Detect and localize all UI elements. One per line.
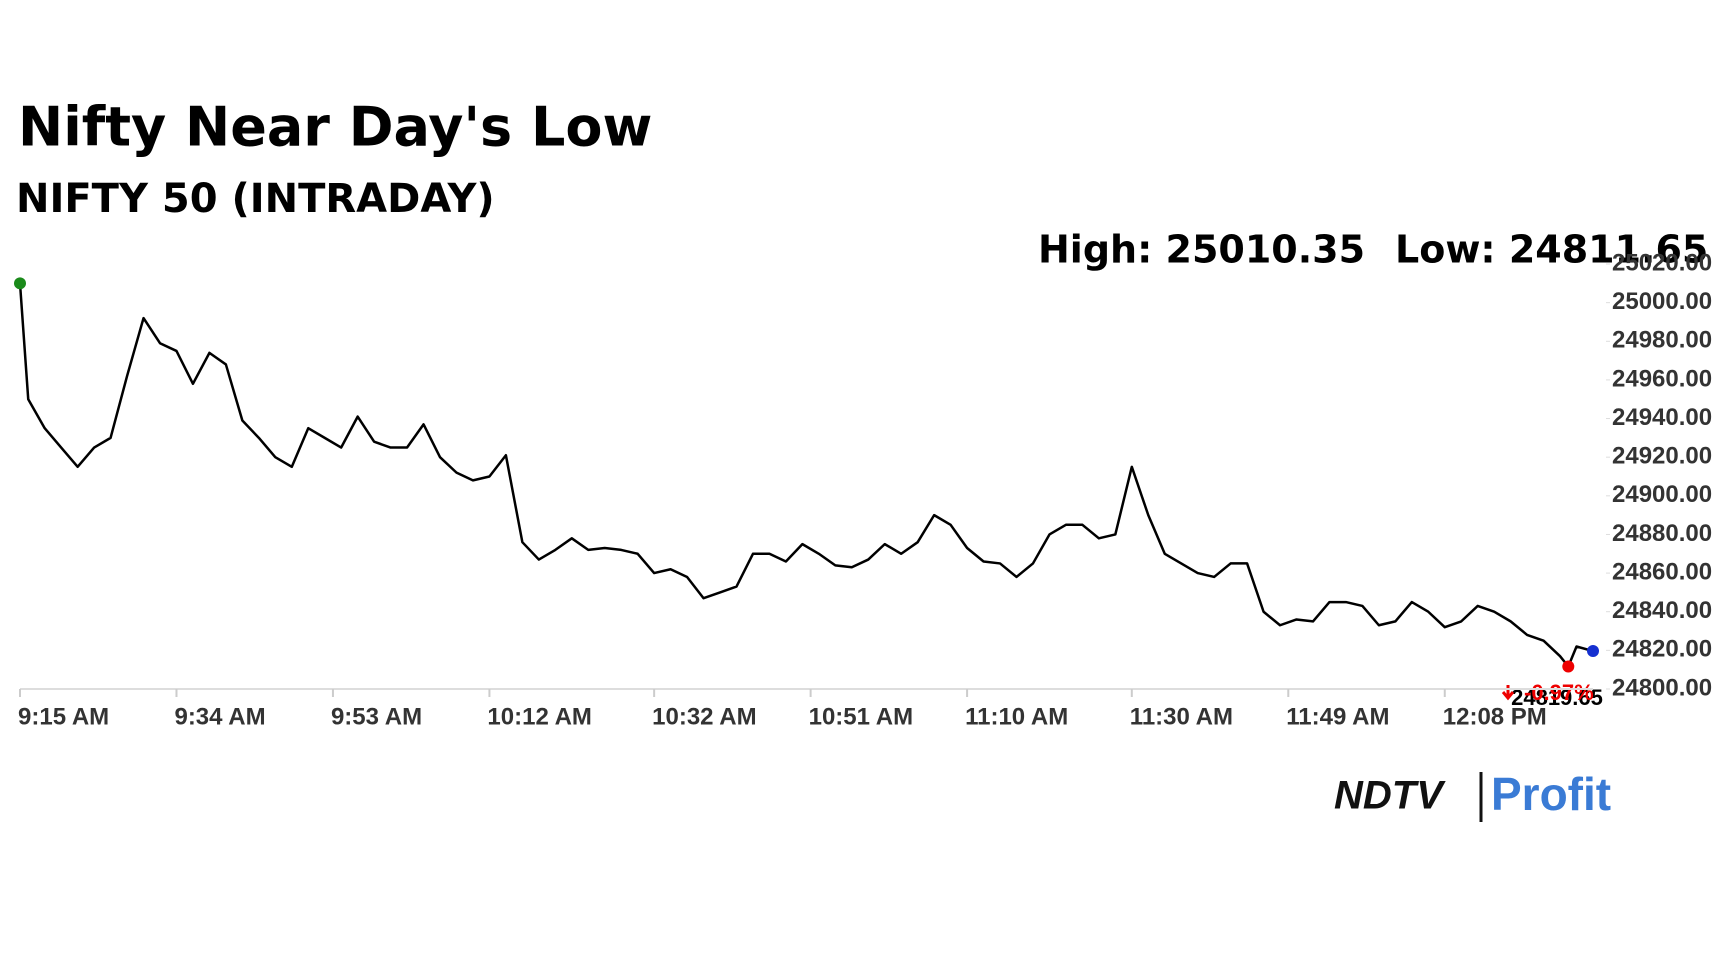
y-tick-label: 24980.00 [1612, 327, 1712, 354]
y-tick-label: 24900.00 [1612, 481, 1712, 508]
end-dot [1587, 645, 1599, 658]
down-arrow [1501, 685, 1515, 701]
low-label: Low: 24811.65 [1395, 228, 1708, 272]
x-tick-label: 9:53 AM [331, 703, 422, 730]
x-tick-label: 9:34 AM [174, 703, 265, 730]
chart-title: Nifty Near Day's Low [18, 96, 652, 159]
y-tick-label: 24800.00 [1612, 674, 1712, 701]
x-tick-label: 11:30 AM [1130, 703, 1233, 730]
x-tick-label: 10:51 AM [809, 703, 913, 730]
y-tick-label: 24860.00 [1612, 558, 1712, 585]
price-line [18, 283, 1594, 668]
y-tick-label: 24920.00 [1612, 443, 1712, 470]
x-tick-label: 12:08 PM [1443, 703, 1547, 730]
x-tick-label: 11:10 AM [965, 703, 1068, 730]
x-tick-label: 10:12 AM [487, 703, 591, 730]
y-tick-label: 24940.00 [1612, 404, 1712, 431]
x-tick-label: 10:32 AM [652, 703, 756, 730]
y-tick-label: 24880.00 [1612, 520, 1712, 547]
y-tick-label: 24960.00 [1612, 365, 1712, 392]
high-label: High: 25010.35 [1038, 228, 1365, 272]
y-tick-label: 24840.00 [1612, 597, 1712, 624]
chart-subtitle: NIFTY 50 (INTRADAY) [16, 176, 495, 222]
y-tick-label: 25020.00 [1612, 249, 1712, 276]
x-tick-label: 11:49 AM [1286, 703, 1389, 730]
start-dot [14, 277, 26, 290]
change-label: -0.97% [1524, 680, 1594, 705]
low-dot [1562, 660, 1575, 673]
y-tick-label: 24820.00 [1612, 636, 1712, 663]
y-tick-label: 25000.00 [1612, 288, 1712, 315]
logo-profit: Profit [1491, 768, 1611, 820]
x-tick-label: 9:15 AM [18, 703, 109, 730]
logo-ndtv: NDTV [1334, 774, 1446, 818]
